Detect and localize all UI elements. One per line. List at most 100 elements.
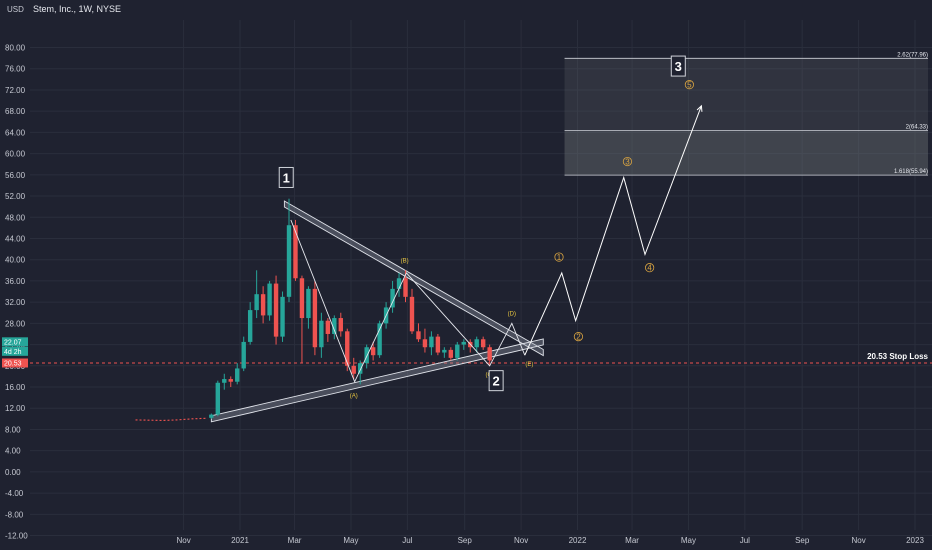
- candle-body: [332, 318, 337, 334]
- y-tick-label: 32.00: [5, 298, 26, 307]
- wave-number-label: 2: [576, 333, 581, 342]
- y-tick-label: 4.00: [5, 447, 21, 456]
- candle-body: [325, 320, 331, 334]
- candle-body: [293, 225, 298, 279]
- candle-body: [228, 379, 233, 382]
- candle-body: [306, 288, 311, 319]
- x-tick-label: Nov: [514, 536, 528, 545]
- y-tick-label: 44.00: [5, 234, 26, 243]
- wave-number-circle: [645, 263, 655, 273]
- degree-label: 3: [675, 59, 682, 74]
- candle-body: [345, 331, 350, 366]
- candle-body: [422, 339, 428, 348]
- wave-number-label: 4: [647, 264, 652, 273]
- fib-level-label: 2(64.33): [906, 125, 928, 131]
- candle-body: [474, 339, 479, 348]
- degree-label: 1: [283, 170, 290, 185]
- triangle-lower-band: [210, 338, 544, 423]
- y-tick-label: -4.00: [5, 489, 24, 498]
- fib-extension-zone: 2.62(77.96) 2(64.33) 1.618(55.94): [564, 52, 928, 176]
- x-tick-label: Sep: [795, 536, 810, 545]
- y-tick-label: 76.00: [5, 65, 26, 74]
- y-tick-label: 68.00: [5, 107, 26, 116]
- candle-body: [351, 365, 356, 374]
- triangle-pattern: [210, 200, 544, 423]
- candle-body: [461, 341, 466, 345]
- corrective-wave-label: (A): [350, 394, 358, 400]
- wave-number-circle: [622, 156, 633, 167]
- candle-body: [377, 323, 382, 356]
- x-tick-label: 2021: [231, 536, 249, 545]
- candle-body: [448, 349, 454, 358]
- y-tick-label: -8.00: [5, 510, 24, 519]
- y-tick-label: 8.00: [5, 425, 21, 434]
- candle-body: [403, 278, 408, 297]
- candle-body: [286, 225, 292, 297]
- degree-label-box: [488, 370, 504, 392]
- y-tick-label: 52.00: [5, 192, 26, 201]
- candle-body: [435, 336, 441, 353]
- candle-body: [299, 278, 305, 319]
- corrective-wave-line: [290, 219, 526, 383]
- candle-body: [416, 331, 421, 340]
- x-tick-label: Jul: [740, 536, 750, 545]
- corrective-wave-label: (B): [401, 258, 409, 264]
- x-axis[interactable]: Nov 2021 Mar May Jul Sep Nov 2022 Mar May Jul Sep No…: [176, 536, 924, 545]
- fib-level-label: 2.62(77.96): [897, 52, 928, 58]
- y-tick-label: 48.00: [5, 213, 26, 222]
- y-tick-label: 12.00: [5, 404, 26, 413]
- y-tick-label: 0.00: [5, 468, 21, 477]
- y-tick-label: 60.00: [5, 150, 26, 159]
- y-tick-label: 64.00: [5, 128, 26, 137]
- price-badge-text: 4d 2h: [4, 349, 22, 356]
- candle-body: [209, 414, 214, 418]
- pre-listing-dashed: [135, 417, 206, 421]
- x-tick-label: Nov: [176, 536, 190, 545]
- price-badge-text: 22.07: [4, 339, 22, 346]
- projection-arrow-head: [696, 104, 703, 112]
- degree-label-box: [670, 55, 686, 77]
- candle-body: [455, 344, 460, 358]
- candle-body: [319, 320, 324, 348]
- price-badge: [2, 337, 28, 347]
- x-tick-label: Mar: [288, 536, 302, 545]
- y-tick-label: 36.00: [5, 277, 26, 286]
- chart-title: Stem, Inc., 1W, NYSE: [33, 4, 121, 14]
- x-tick-label: 2022: [569, 536, 587, 545]
- pre-listing-line: [135, 417, 206, 421]
- y-tick-label: 80.00: [5, 44, 26, 53]
- x-tick-label: Sep: [458, 536, 473, 545]
- candle-body: [338, 318, 343, 332]
- wave-number-label: 5: [687, 81, 692, 90]
- degree-label: 2: [493, 374, 500, 389]
- candle-body: [442, 349, 447, 353]
- y-tick-label: 40.00: [5, 256, 26, 265]
- fib-zone-lower: [564, 130, 928, 176]
- x-tick-label: 2023: [906, 536, 924, 545]
- fib-zone-upper: [564, 58, 928, 131]
- wave-path: [290, 104, 703, 383]
- triangle-upper-band: [283, 200, 544, 357]
- degree-label-box: [278, 166, 294, 188]
- candle-body: [254, 294, 259, 311]
- y-axis[interactable]: 80.00 76.00 72.00 68.00 64.00 60.00 56.00 52.00…: [0, 0, 30, 550]
- candle-body: [370, 347, 376, 356]
- y-tick-label: 28.00: [5, 319, 26, 328]
- x-tick-label: May: [681, 536, 696, 545]
- wave-number-circle: [554, 252, 564, 262]
- candle-body: [267, 283, 272, 316]
- corrective-wave-label: (E): [525, 362, 533, 368]
- wave-number-circle: [573, 332, 584, 342]
- wave-number-label: 1: [557, 253, 562, 262]
- x-tick-label: May: [343, 536, 358, 545]
- y-axis-background: [0, 0, 30, 550]
- price-badge-text: 20.53: [4, 360, 22, 367]
- x-tick-label: Nov: [851, 536, 865, 545]
- y-tick-label: 72.00: [5, 86, 26, 95]
- candle-body: [247, 310, 253, 342]
- corrective-wave-label: (D): [508, 311, 516, 317]
- y-tick-label: 16.00: [5, 383, 26, 392]
- y-tick-label: -12.00: [5, 532, 28, 541]
